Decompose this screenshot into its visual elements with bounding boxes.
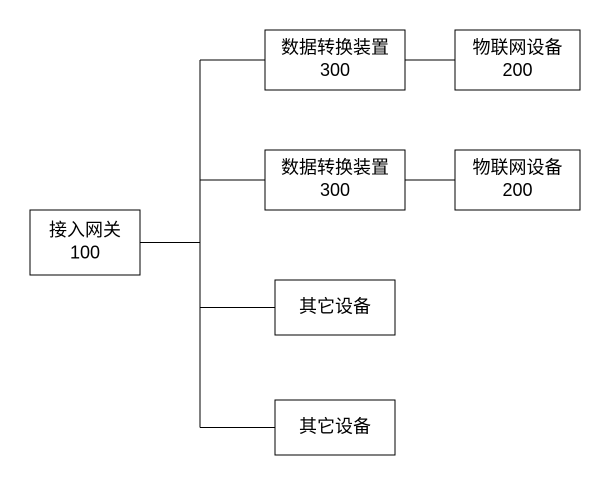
edges-group <box>140 60 455 428</box>
node-label-iot2-line1: 200 <box>502 180 532 200</box>
node-label-conv1-line1: 300 <box>320 60 350 80</box>
node-label-gateway-line0: 接入网关 <box>49 220 121 240</box>
node-other2: 其它设备 <box>275 400 395 455</box>
node-label-iot1-line1: 200 <box>502 60 532 80</box>
flowchart-canvas: 接入网关100数据转换装置300物联网设备200数据转换装置300物联网设备20… <box>0 0 616 500</box>
node-conv2: 数据转换装置300 <box>265 150 405 210</box>
node-label-other1-line0: 其它设备 <box>299 296 371 316</box>
node-label-conv2-line0: 数据转换装置 <box>281 158 389 178</box>
node-label-conv2-line1: 300 <box>320 180 350 200</box>
node-label-conv1-line0: 数据转换装置 <box>281 38 389 58</box>
node-conv1: 数据转换装置300 <box>265 30 405 90</box>
node-label-iot2-line0: 物联网设备 <box>473 158 563 178</box>
node-iot1: 物联网设备200 <box>455 30 580 90</box>
node-gateway: 接入网关 100 <box>30 210 140 275</box>
node-other1: 其它设备 <box>275 280 395 335</box>
node-label-gateway-line1: 100 <box>70 243 100 263</box>
node-label-other2-line0: 其它设备 <box>299 416 371 436</box>
node-iot2: 物联网设备200 <box>455 150 580 210</box>
nodes-group: 接入网关100数据转换装置300物联网设备200数据转换装置300物联网设备20… <box>30 30 580 455</box>
node-label-iot1-line0: 物联网设备 <box>473 38 563 58</box>
